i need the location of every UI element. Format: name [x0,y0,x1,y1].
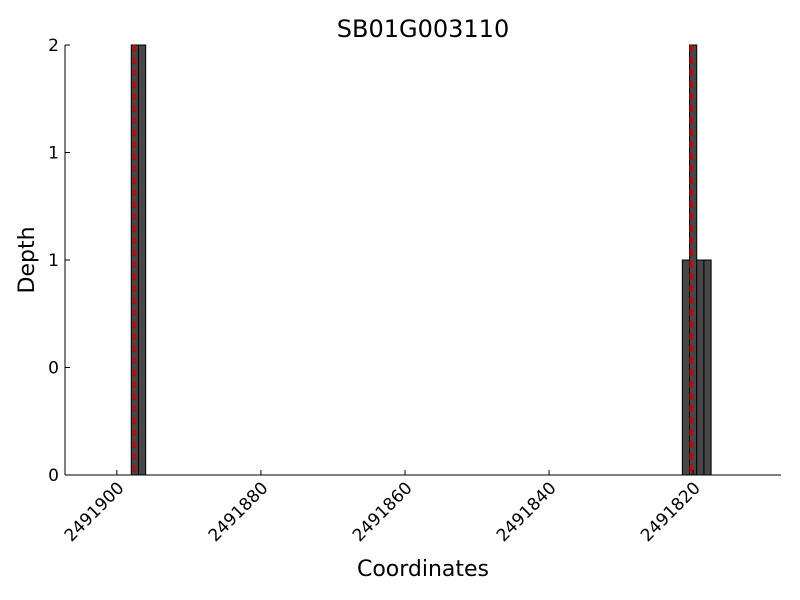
y-tick-label: 2 [48,36,59,56]
x-tick-label: 2491880 [205,478,273,546]
y-tick-label: 0 [48,359,59,379]
y-tick-label: 0 [48,466,59,486]
y-tick-label: 1 [48,144,59,164]
y-axis-label: Depth [15,226,40,293]
bar [137,44,147,476]
x-axis-label: Coordinates [357,557,489,582]
x-tick-label: 2491820 [637,478,705,546]
y-tick-label: 1 [48,251,59,271]
bar [696,259,705,476]
bar [681,259,691,476]
chart-title: SB01G003110 [337,15,509,43]
bar [703,259,712,476]
x-tick-label: 2491840 [493,478,561,546]
x-tick-label: 2491900 [61,478,129,546]
x-tick-label: 2491860 [349,478,417,546]
